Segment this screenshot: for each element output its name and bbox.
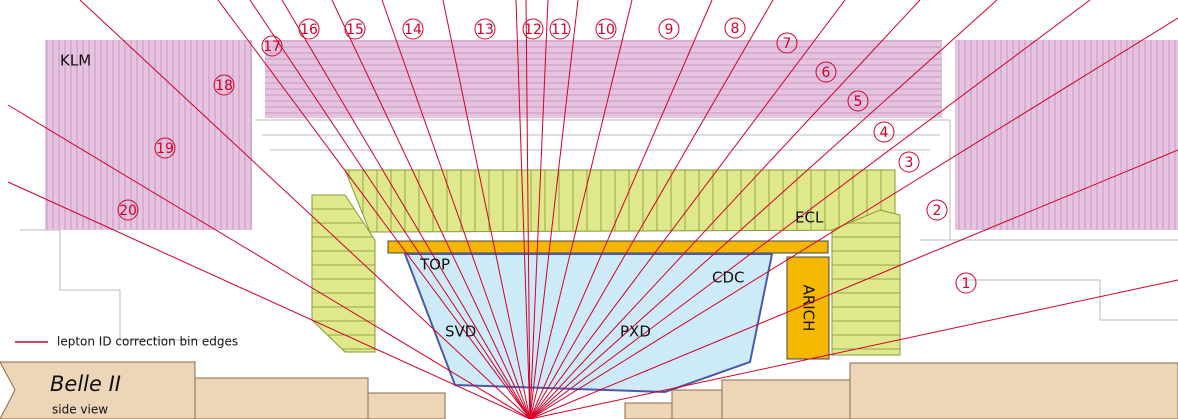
bin-number: 3 [905,155,914,171]
bin-number: 10 [597,22,615,38]
klm-barrel [265,40,942,118]
top-bar [388,241,828,253]
bin-number: 20 [119,203,137,219]
body: {"detectors":{"klm":"KLM","ecl":"ECL","t… [0,0,1178,419]
bin-number: 5 [854,94,863,110]
bin-number: 18 [215,78,233,94]
bin-number: 6 [822,65,831,81]
pxd-label: PXD [620,323,651,341]
bin-number: 12 [524,22,542,38]
bin-number: 7 [783,36,792,52]
bin-number: 16 [300,22,318,38]
bin-number: 14 [404,22,422,38]
ecl-bwd [832,210,900,355]
caption-title: Belle II [50,372,121,396]
bin-number: 17 [263,39,281,55]
arich-label: ARICH [800,285,818,332]
legend-text: lepton ID correction bin edges [57,335,238,349]
cdc-label: CDC [712,269,745,287]
bin-number: 15 [346,22,364,38]
diagram: KLM ECL TOP CDC SVD PXD ARICH 1234567891… [0,0,1178,419]
ecl-label: ECL [795,209,824,227]
page: body{margin:0;width:1178px;height:419px;… [0,0,1178,419]
bin-number: 19 [156,141,174,157]
bin-number: 13 [476,22,494,38]
klm-label: KLM [60,52,91,70]
bin-number: 9 [665,22,674,38]
bin-number: 2 [933,203,942,219]
top-label: TOP [419,256,450,274]
bin-number: 8 [731,21,740,37]
caption-subtitle: side view [52,403,108,417]
bin-number: 4 [880,125,889,141]
bin-number: 1 [962,276,971,292]
bin-number: 11 [551,22,569,38]
svd-label: SVD [445,323,476,341]
